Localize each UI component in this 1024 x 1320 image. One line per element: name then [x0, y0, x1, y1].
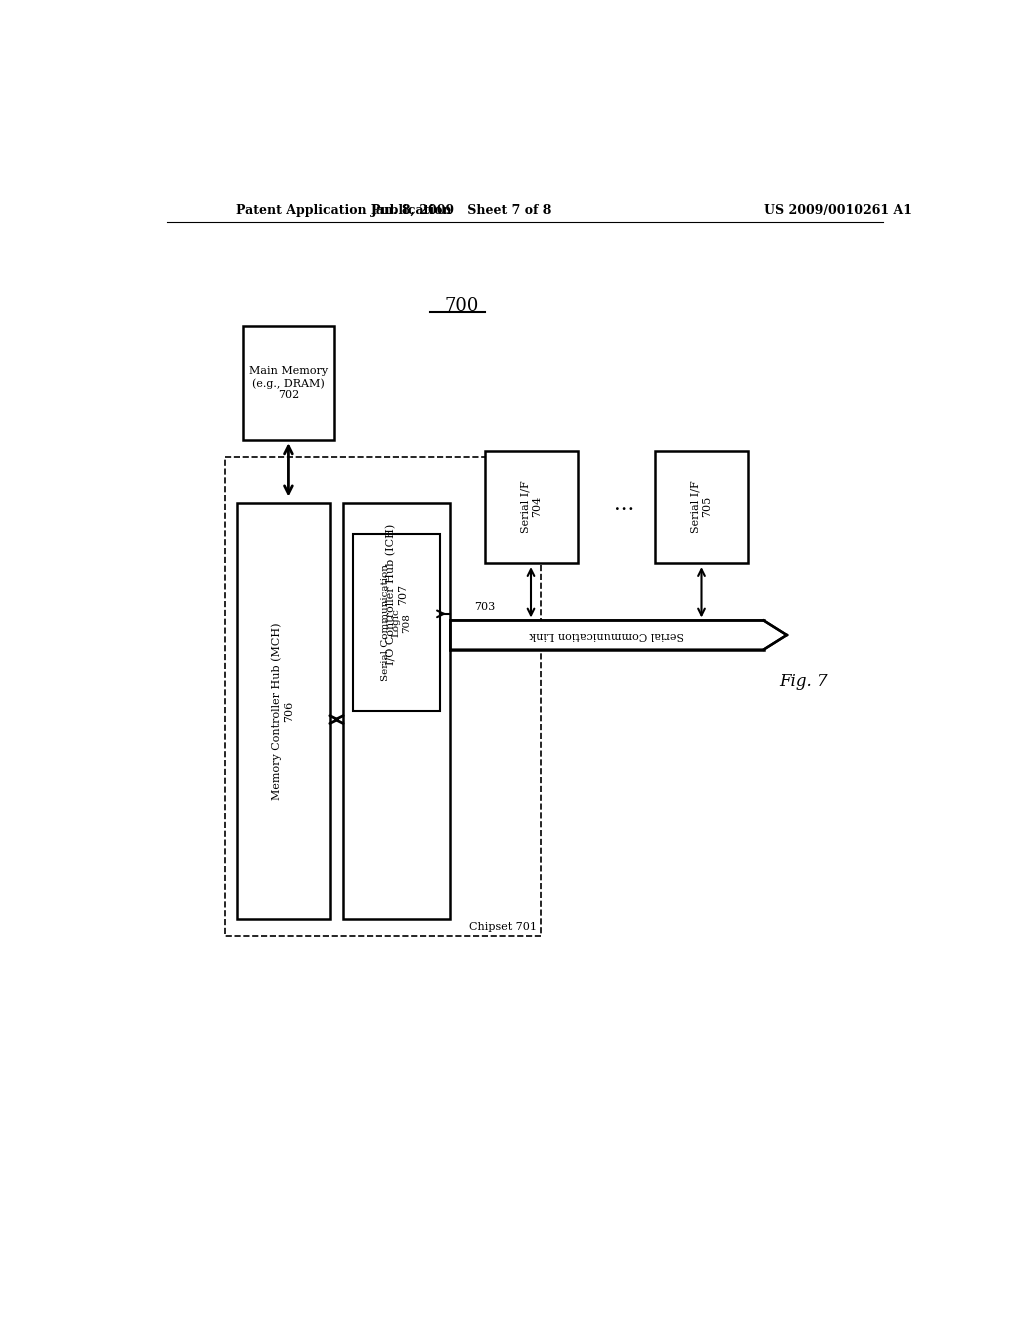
Bar — [352, 535, 439, 711]
Text: Memory Controller Hub (MCH)
706: Memory Controller Hub (MCH) 706 — [272, 623, 294, 800]
Bar — [225, 457, 541, 936]
Bar — [484, 451, 578, 562]
Text: ...: ... — [613, 495, 634, 515]
Text: Fig. 7: Fig. 7 — [779, 673, 827, 690]
Text: 703: 703 — [474, 602, 495, 611]
Text: Main Memory
(e.g., DRAM)
702: Main Memory (e.g., DRAM) 702 — [249, 367, 328, 400]
Text: 700: 700 — [444, 297, 478, 315]
Polygon shape — [451, 620, 786, 649]
Text: Serial Communication
Logic
708: Serial Communication Logic 708 — [381, 564, 411, 681]
Text: US 2009/0010261 A1: US 2009/0010261 A1 — [764, 205, 911, 218]
Text: Patent Application Publication: Patent Application Publication — [237, 205, 452, 218]
Bar — [343, 503, 451, 919]
Text: Serial I/F
704: Serial I/F 704 — [520, 480, 542, 533]
Text: Jan. 8, 2009   Sheet 7 of 8: Jan. 8, 2009 Sheet 7 of 8 — [371, 205, 552, 218]
Text: Chipset 701: Chipset 701 — [469, 923, 538, 932]
Bar — [655, 451, 748, 562]
Text: Serial I/F
705: Serial I/F 705 — [691, 480, 713, 533]
Text: I/O Controller Hub (ICH)
707: I/O Controller Hub (ICH) 707 — [386, 524, 408, 665]
Bar — [237, 503, 330, 919]
Text: Serial Communication Link: Serial Communication Link — [529, 630, 684, 640]
Bar — [243, 326, 334, 441]
